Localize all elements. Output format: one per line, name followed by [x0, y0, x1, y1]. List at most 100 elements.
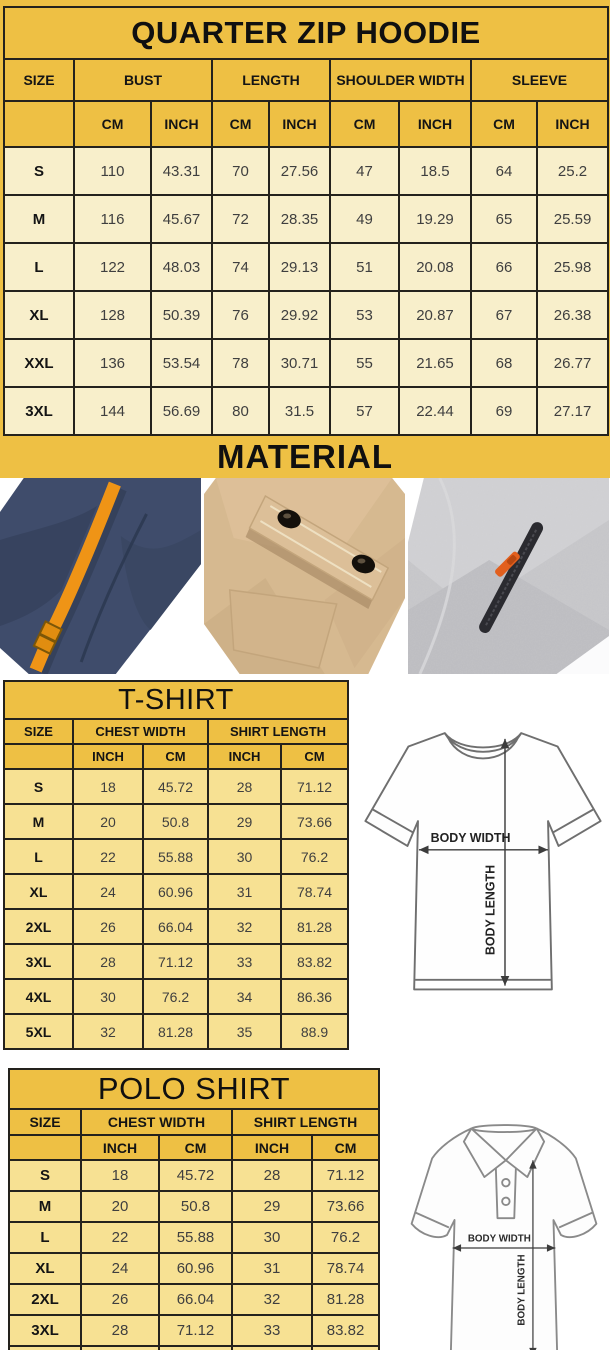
measurement-value: 88.9: [279, 1013, 350, 1050]
table-row: M 116 45.67 72 28.35 49 19.29 65 25.59: [3, 194, 610, 244]
body-width-label: BODY WIDTH: [431, 831, 511, 845]
measurement-value: 22: [80, 1221, 160, 1254]
polo-section: POLO SHIRT SIZE CHEST WIDTH SHIRT LENGTH…: [7, 1068, 610, 1350]
measurement-value: 76.2: [142, 978, 209, 1015]
strap-buckle: [32, 620, 63, 655]
table-title-row: QUARTER ZIP HOODIE: [2, 6, 610, 60]
measurement-value: 60.96: [158, 1252, 233, 1285]
measurement-value: 30: [80, 1345, 160, 1350]
measurement-value: 122: [73, 242, 152, 292]
snap-button: [277, 509, 301, 529]
measurement-value: 60.96: [142, 873, 209, 910]
measurement-value: 30: [207, 838, 282, 875]
size-label: XL: [3, 290, 75, 340]
table-row: 2XL 26 66.04 32 81.28: [8, 1283, 381, 1316]
measurement-value: 18.5: [398, 146, 472, 196]
table-row: XL 24 60.96 31 78.74: [3, 873, 350, 910]
measurement-value: 25.98: [535, 242, 610, 292]
material-photo-navy-drawstring: [0, 478, 201, 674]
measurement-value: 68: [470, 338, 538, 388]
measurement-value: 34: [207, 978, 282, 1015]
measurement-value: 86.36: [279, 978, 350, 1015]
measurement-value: 73.66: [279, 803, 350, 840]
column-group-header-row: SIZE CHEST WIDTH SHIRT LENGTH: [3, 718, 350, 745]
measurement-value: 33: [231, 1314, 313, 1347]
size-label: 4XL: [8, 1345, 82, 1350]
unit-header: CM: [211, 100, 270, 148]
measurement-value: 45.67: [150, 194, 213, 244]
tshirt-table-title: T-SHIRT: [2, 680, 350, 720]
unit-header: CM: [73, 100, 152, 148]
table-row: L 122 48.03 74 29.13 51 20.08 66 25.98: [3, 242, 610, 292]
column-group-header-row: SIZE BUST LENGTH SHOULDER WIDTH SLEEVE: [3, 58, 610, 102]
measurement-value: 53: [329, 290, 400, 340]
measurement-value: 24: [72, 873, 144, 910]
measurement-value: 29: [231, 1190, 313, 1223]
measurement-value: 43.31: [150, 146, 213, 196]
table-row: XXL 136 53.54 78 30.71 55 21.65 68 26.77: [3, 338, 610, 388]
measurement-value: 25.2: [535, 146, 610, 196]
measurement-value: 19.29: [398, 194, 472, 244]
table-row: 3XL 144 56.69 80 31.5 57 22.44 69 27.17: [3, 386, 610, 436]
measurement-value: 31: [207, 873, 282, 910]
empty-cell: [3, 743, 74, 770]
material-photo-grey-zip: [408, 478, 609, 674]
measurement-value: 136: [73, 338, 152, 388]
measurement-value: 74: [211, 242, 270, 292]
unit-header: CM: [470, 100, 538, 148]
size-label: S: [8, 1159, 82, 1192]
measurement-value: 83.82: [310, 1314, 381, 1347]
measurement-value: 76: [211, 290, 270, 340]
measurement-value: 20: [72, 803, 144, 840]
measurement-value: 71.12: [158, 1314, 233, 1347]
measurement-value: 32: [207, 908, 282, 945]
measurement-value: 29: [207, 803, 282, 840]
size-label: S: [3, 768, 74, 805]
table-row: S 110 43.31 70 27.56 47 18.5 64 25.2: [3, 146, 610, 196]
unit-header: CM: [329, 100, 400, 148]
size-label: 2XL: [8, 1283, 82, 1316]
measurement-value: 50.8: [142, 803, 209, 840]
measurement-value: 22.44: [398, 386, 472, 436]
measurement-value: 18: [80, 1159, 160, 1192]
khaki-fabric-illustration: [204, 478, 405, 674]
zip-pull: [495, 551, 520, 577]
material-title: MATERIAL: [216, 438, 394, 475]
measurement-value: 81.28: [142, 1013, 209, 1050]
material-photos-row: [0, 478, 610, 674]
size-label: 3XL: [3, 943, 74, 980]
measurement-value: 78: [211, 338, 270, 388]
measurement-value: 26.77: [535, 338, 610, 388]
unit-header: CM: [279, 743, 350, 770]
measurement-value: 116: [73, 194, 152, 244]
measurement-value: 128: [73, 290, 152, 340]
measurement-value: 76.2: [279, 838, 350, 875]
measurement-value: 69: [470, 386, 538, 436]
measurement-value: 28: [207, 768, 282, 805]
unit-header-row: INCH CM INCH CM: [8, 1134, 381, 1161]
col-header-chest-width: CHEST WIDTH: [72, 718, 209, 745]
size-label: 2XL: [3, 908, 74, 945]
measurement-value: 81.28: [279, 908, 350, 945]
measurement-value: 28: [231, 1159, 313, 1192]
tshirt-measurement-diagram: BODY WIDTH BODY LENGTH: [364, 732, 602, 991]
measurement-value: 30.71: [268, 338, 331, 388]
measurement-value: 71.12: [279, 768, 350, 805]
unit-header: INCH: [535, 100, 610, 148]
measurement-value: 66.04: [158, 1283, 233, 1316]
hoodie-size-table: QUARTER ZIP HOODIE SIZE BUST LENGTH SHOU…: [2, 6, 610, 436]
measurement-value: 20.08: [398, 242, 472, 292]
measurement-value: 64: [470, 146, 538, 196]
measurement-value: 55.88: [158, 1221, 233, 1254]
tshirt-section: T-SHIRT SIZE CHEST WIDTH SHIRT LENGTH IN…: [2, 680, 610, 1050]
measurement-value: 45.72: [142, 768, 209, 805]
measurement-value: 31: [231, 1252, 313, 1285]
measurement-value: 20.87: [398, 290, 472, 340]
col-header-size: SIZE: [3, 58, 75, 102]
table-title-row: POLO SHIRT: [7, 1068, 381, 1110]
measurement-value: 72: [211, 194, 270, 244]
measurement-value: 27.56: [268, 146, 331, 196]
measurement-value: 26.38: [535, 290, 610, 340]
snap-button: [351, 554, 376, 574]
measurement-value: 83.82: [279, 943, 350, 980]
